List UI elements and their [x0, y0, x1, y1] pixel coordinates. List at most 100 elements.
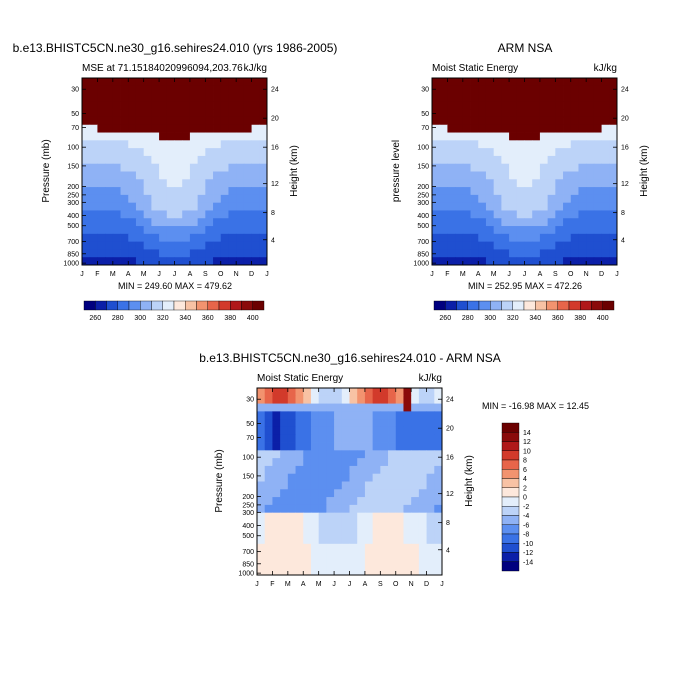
panel2-cell — [462, 116, 471, 126]
panel3-cell — [334, 411, 343, 420]
panel3-cell — [341, 567, 350, 576]
panel2-cell — [609, 171, 618, 180]
panel2-cell — [578, 140, 587, 149]
panel2-cell — [501, 101, 510, 110]
panel2-cell — [593, 210, 602, 219]
panel1-cell — [89, 116, 98, 126]
panel2-cell — [593, 218, 602, 227]
panel1-cell — [259, 194, 268, 204]
panel3-cell — [303, 528, 312, 537]
panel3-cell — [303, 473, 312, 482]
panel3-cell — [349, 559, 358, 568]
p1-colorbar-swatch — [230, 300, 242, 311]
panel2-cell — [478, 257, 487, 266]
panel3-cell — [357, 450, 366, 459]
panel2-cell — [593, 257, 602, 266]
p1-colorbar-label: 260 — [89, 315, 101, 322]
panel2-cell — [563, 124, 572, 133]
panel2-cell — [432, 249, 441, 258]
panel1-cell — [213, 109, 222, 118]
panel2-cell — [478, 171, 487, 180]
panel2-cell — [516, 132, 525, 141]
panel2-cell — [547, 85, 556, 94]
panel3-cell — [426, 442, 435, 451]
panel2-cell — [509, 257, 518, 266]
panel2-cell — [601, 116, 610, 126]
panel3-cell — [303, 559, 312, 568]
panel2-cell — [524, 155, 533, 165]
p1-ytick-label: 100 — [67, 145, 79, 152]
panel2-cell — [563, 148, 572, 157]
panel1-cell — [220, 93, 229, 102]
panel2-cell — [516, 187, 525, 196]
p1-xtick-label: F — [95, 271, 99, 278]
panel1-cell — [251, 78, 260, 87]
panel1-cell — [251, 116, 260, 126]
panel3-cell — [334, 551, 343, 560]
panel2-cell — [447, 85, 456, 94]
panel3-cell — [357, 567, 366, 576]
panel3-cell — [411, 497, 420, 506]
panel1-cell — [259, 78, 268, 87]
panel3-cell — [303, 403, 312, 412]
panel3-cell — [303, 543, 312, 553]
panel1-cell — [120, 257, 129, 266]
panel2-cell — [509, 101, 518, 110]
panel3-cell — [380, 411, 389, 420]
panel1-cell — [128, 93, 137, 102]
panel3-cell — [326, 403, 335, 412]
panel2-cell — [493, 171, 502, 180]
panel2-cell — [601, 85, 610, 94]
panel3-cell — [318, 559, 327, 568]
panel2-cell — [555, 85, 564, 94]
panel1-cell — [120, 78, 129, 87]
panel3-cell — [372, 504, 381, 514]
panel1-cell — [205, 148, 214, 157]
panel2-cell — [601, 155, 610, 165]
panel2-cell — [563, 163, 572, 172]
panel3-cell — [403, 481, 412, 490]
panel3-heatmap-field — [257, 388, 443, 576]
panel2-cell — [578, 210, 587, 219]
panel2-cell — [501, 93, 510, 102]
panel2-cell — [478, 155, 487, 165]
panel2-cell — [447, 116, 456, 126]
panel3-cell — [334, 520, 343, 529]
panel3-cell — [364, 528, 374, 537]
panel2-cell — [439, 187, 448, 196]
panel3-cell — [272, 411, 281, 420]
panel1-cell — [197, 226, 206, 235]
panel3-cell — [411, 403, 420, 412]
panel3-cell — [357, 504, 366, 514]
p1-ytick-label: 700 — [67, 239, 79, 246]
panel2-cell — [601, 78, 610, 87]
panel1-cell — [236, 148, 245, 157]
panel2-cell — [493, 218, 502, 227]
p2-colorbar-swatch — [523, 300, 536, 311]
panel2-cell — [601, 132, 610, 141]
panel1-cell — [251, 132, 260, 141]
panel2-cell — [493, 163, 502, 172]
panel3-cell — [380, 504, 389, 514]
panel2-cell — [609, 249, 618, 258]
panel2-cell — [501, 187, 510, 196]
p3-ytick-label: 150 — [242, 473, 254, 480]
panel3-cell — [380, 551, 389, 560]
panel2-cell — [485, 210, 495, 219]
panel3-cell — [341, 543, 350, 553]
panel1-cell — [236, 179, 245, 188]
panel1-cell — [128, 101, 137, 110]
p2-colorbar-label: 360 — [552, 315, 564, 322]
panel1-cell — [135, 202, 145, 211]
panel3-cell — [326, 520, 335, 529]
panel2-cell — [485, 233, 495, 243]
panel3-cell — [310, 512, 320, 521]
panel1-cell — [143, 163, 152, 172]
panel3-cell — [334, 473, 343, 482]
panel1-cell — [259, 101, 268, 110]
panel3-cell — [434, 543, 443, 553]
panel1-cell — [112, 93, 121, 102]
panel1-cell — [105, 202, 114, 211]
panel1-cell — [251, 218, 260, 227]
panel2-cell — [578, 163, 587, 172]
